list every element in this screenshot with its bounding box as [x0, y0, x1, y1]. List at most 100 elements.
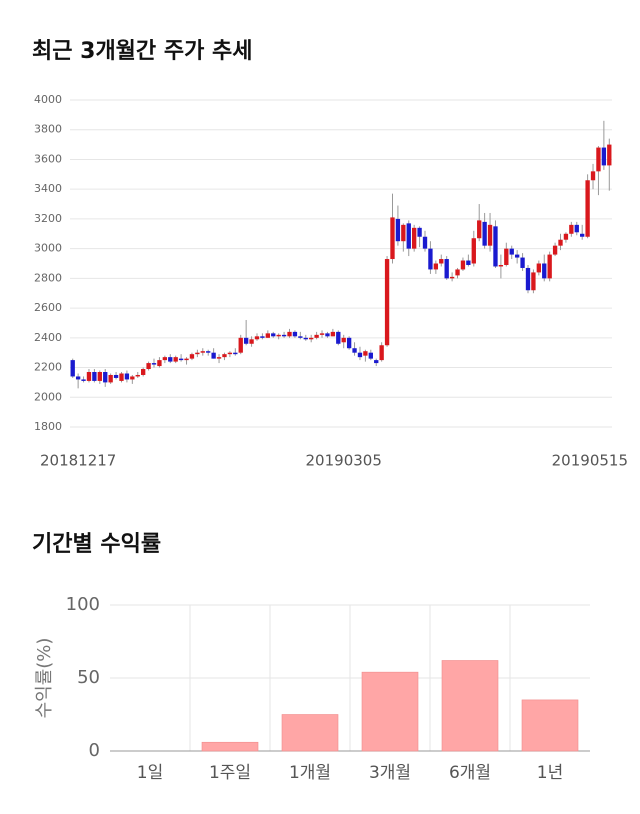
candle-body — [346, 337, 352, 349]
candle-body — [455, 269, 460, 276]
candle-body — [395, 218, 401, 242]
candle-body — [222, 354, 227, 358]
candle-body — [487, 224, 493, 246]
candle-body — [563, 233, 569, 240]
bar — [201, 741, 259, 752]
candle-body — [498, 264, 504, 267]
candle-body — [254, 336, 260, 340]
candle-body — [352, 348, 357, 353]
candle-body — [357, 352, 363, 358]
bar — [361, 671, 419, 752]
candle-body — [103, 372, 108, 383]
candle-body — [309, 337, 314, 340]
candle-body — [460, 260, 466, 270]
candle-body — [97, 372, 102, 381]
candle-body — [287, 331, 292, 337]
y-tick-label: 1800 — [34, 420, 62, 433]
candle-body — [173, 357, 178, 362]
candle-body — [276, 334, 281, 337]
candle-body — [124, 373, 130, 380]
y-tick-label: 3200 — [34, 212, 62, 225]
candle-body — [70, 360, 75, 377]
candle-body — [211, 352, 216, 359]
candle-body — [195, 352, 200, 355]
y-tick-label: 2800 — [34, 271, 62, 284]
x-tick-label: 1개월 — [289, 763, 331, 783]
candle-body — [477, 220, 482, 239]
candle-body — [200, 351, 205, 353]
candle-body — [298, 336, 303, 338]
candle-body — [493, 226, 498, 267]
bar — [281, 714, 339, 752]
chart-title: 최근 3개월간 주가 추세 — [32, 39, 252, 64]
y-tick-label: 0 — [89, 740, 100, 761]
candle-body — [547, 254, 552, 279]
x-tick-label: 3개월 — [369, 763, 411, 783]
candle-body — [113, 374, 119, 378]
candle-body — [265, 333, 270, 338]
candle-body — [206, 351, 211, 353]
candle-body — [466, 260, 471, 265]
y-tick-label: 3800 — [34, 123, 62, 136]
x-tick-label: 6개월 — [449, 763, 491, 783]
candle-body — [428, 248, 433, 270]
candle-body — [384, 259, 390, 346]
candle-body — [119, 373, 124, 381]
bar — [441, 660, 499, 752]
candle-body — [151, 363, 157, 365]
candle-body — [390, 217, 395, 260]
candle-body — [449, 276, 455, 279]
candle-body — [238, 337, 243, 353]
x-tick-label: 1주일 — [209, 763, 251, 783]
candle-body — [363, 351, 368, 356]
candle-body — [374, 360, 379, 364]
candle-body — [552, 245, 558, 255]
candle-body — [504, 248, 509, 265]
chart-title: 기간별 수익률 — [32, 532, 161, 557]
candle-body — [92, 372, 97, 381]
candle-body — [135, 374, 140, 377]
candle-body — [162, 357, 168, 361]
bar — [521, 699, 579, 752]
candle-body — [86, 372, 92, 381]
candle-body — [233, 352, 238, 355]
candle-body — [330, 331, 336, 337]
candle-body — [75, 376, 81, 380]
candle-body — [108, 374, 113, 383]
candle-body — [368, 352, 373, 359]
candle-body — [189, 354, 195, 359]
candle-body — [227, 352, 233, 355]
candle-body — [341, 337, 346, 343]
candle-body — [542, 263, 547, 279]
x-tick-label: 20190305 — [306, 452, 382, 470]
candle-body — [260, 336, 265, 338]
y-tick-label: 100 — [66, 594, 100, 615]
candle-body — [216, 357, 222, 359]
candle-body — [590, 171, 596, 181]
y-tick-label: 4000 — [34, 93, 62, 106]
candle-body — [433, 263, 439, 270]
candle-body — [379, 345, 384, 361]
candle-body — [574, 224, 579, 233]
candle-body — [444, 259, 449, 279]
candle-body — [601, 147, 607, 166]
candle-body — [585, 180, 590, 237]
candle-body — [168, 357, 173, 362]
candle-body — [471, 238, 476, 264]
candle-body — [536, 263, 541, 273]
candle-body — [596, 147, 601, 172]
candle-body — [81, 379, 86, 381]
candle-body — [146, 363, 151, 370]
candle-body — [558, 239, 563, 246]
y-tick-label: 2400 — [34, 331, 62, 344]
candle-body — [249, 339, 254, 344]
candle-body — [525, 267, 531, 291]
candle-body — [422, 236, 428, 249]
candle-body — [178, 358, 184, 361]
x-tick-label: 1년 — [537, 763, 563, 783]
candle-body — [184, 358, 189, 361]
candle-body — [482, 221, 487, 246]
candle-body — [336, 331, 341, 344]
y-tick-label: 3600 — [34, 152, 62, 165]
